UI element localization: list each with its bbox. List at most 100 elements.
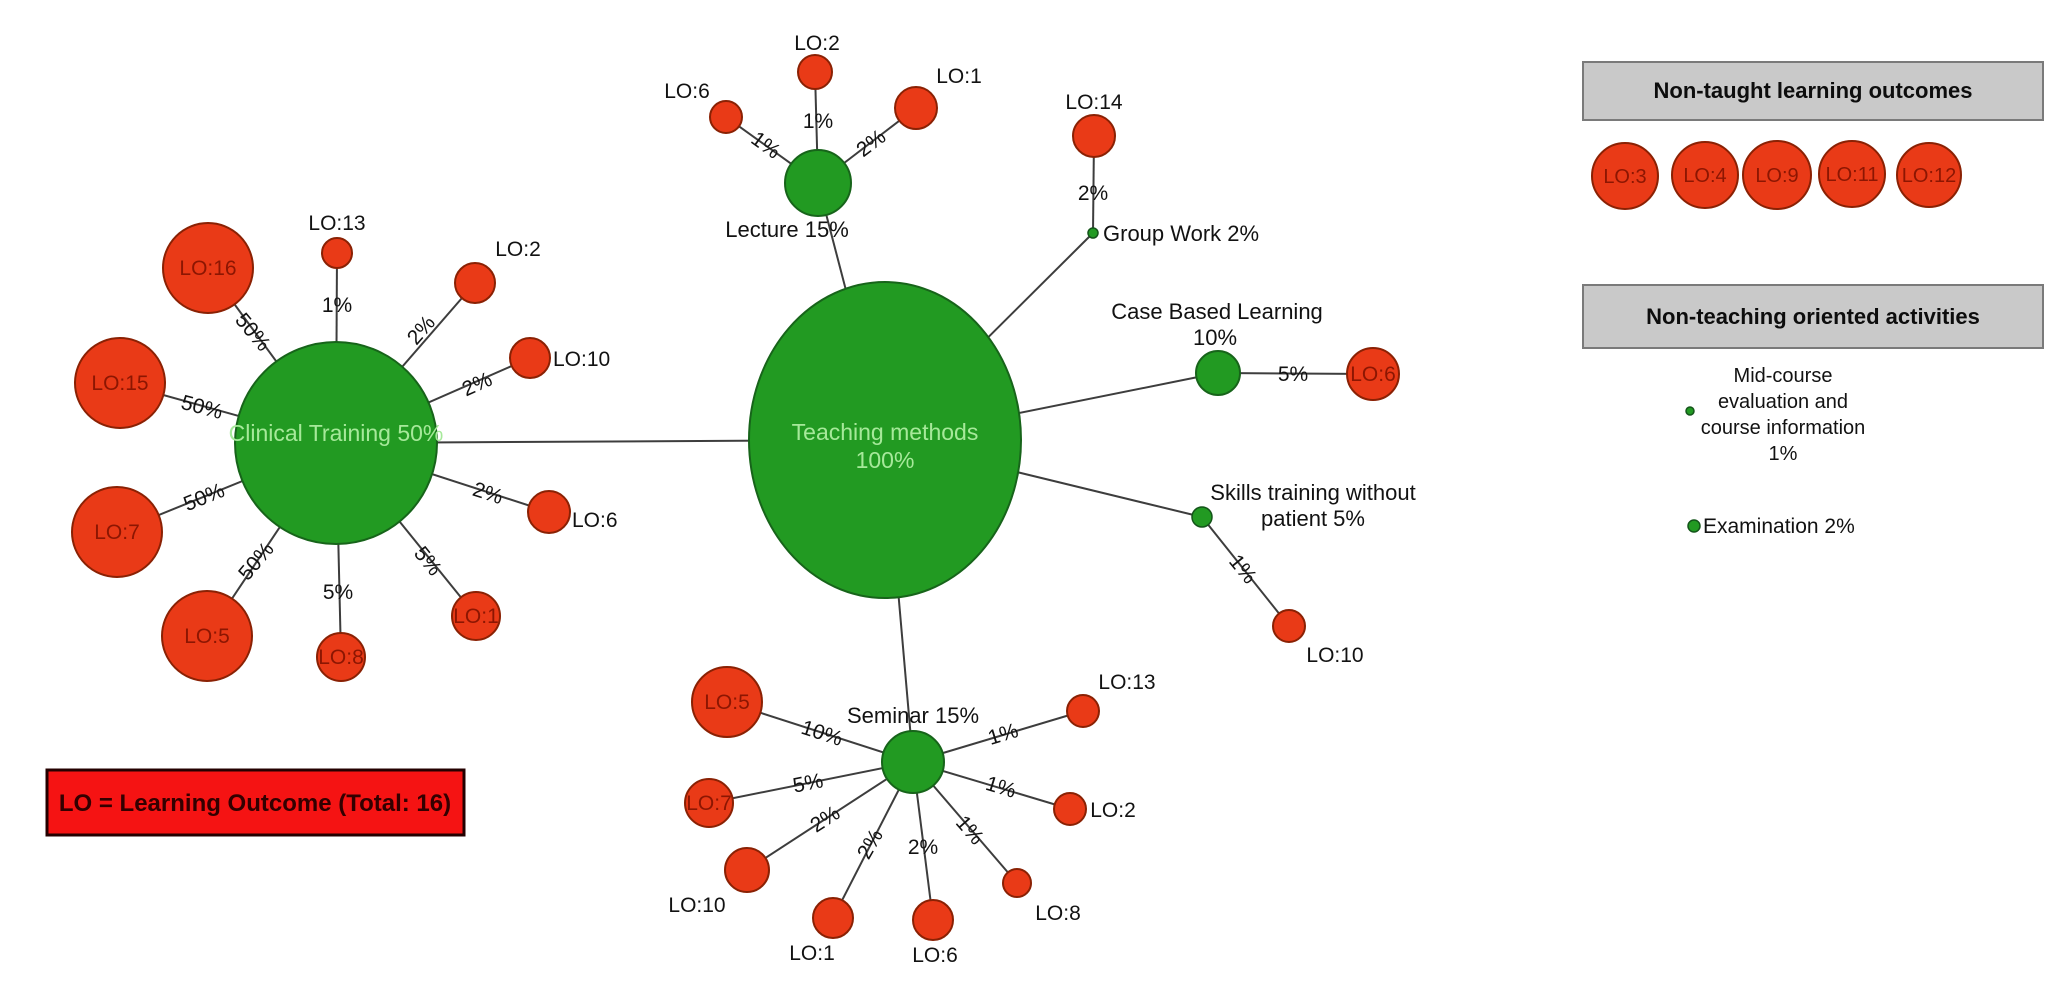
non-teaching-header-box <box>1582 284 2044 349</box>
node-examination-dot <box>1687 519 1701 533</box>
node-seminar-lo2 <box>1053 792 1087 826</box>
lo-label: LO:4 <box>1683 165 1726 187</box>
node-seminar-lo6 <box>912 899 954 941</box>
edge-pct: 2% <box>1078 182 1108 205</box>
lo-label: LO:13 <box>1098 671 1155 694</box>
lo-label: LO:2 <box>1090 799 1136 822</box>
skills-label-line1: Skills training without <box>1210 480 1415 505</box>
midcourse-label-line2: evaluation and <box>1718 391 1848 413</box>
edge-pct: 2% <box>853 825 888 863</box>
lo-label: LO:10 <box>668 894 725 917</box>
side-panel: Non-taught learning outcomes LO:3 LO:4 L… <box>1582 61 2044 538</box>
node-casebased-lo6 <box>1346 347 1400 401</box>
edge-pct: 2% <box>852 125 890 162</box>
node-lecture-lo2 <box>797 54 833 90</box>
lo-label: LO:8 <box>1035 902 1081 925</box>
legend-text: LO = Learning Outcome (Total: 16) <box>59 790 451 817</box>
node-case-based-learning <box>1195 350 1241 396</box>
lo-label: LO:6 <box>664 80 710 103</box>
node-clinical-lo10 <box>509 337 551 379</box>
lo-label: LO:2 <box>495 238 541 261</box>
outcome-nodes <box>71 54 1400 941</box>
legend-box <box>45 768 466 837</box>
edge-pct: 1% <box>322 294 352 317</box>
edge-pct: 50% <box>234 538 279 585</box>
edge-seminar-lo10 <box>746 761 914 871</box>
edge-pct: 1% <box>803 110 833 133</box>
node-skills-training <box>1191 506 1213 528</box>
non-teaching-header-title: Non-teaching oriented activities <box>1646 304 1980 329</box>
node-seminar-lo10 <box>724 847 770 893</box>
teaching-methods-label: Teaching methods <box>792 419 979 445</box>
case-based-label-line1: Case Based Learning <box>1111 299 1323 324</box>
lo-label: LO:6 <box>1350 363 1396 386</box>
node-nontaught-lo4 <box>1671 141 1739 209</box>
method-nodes <box>234 149 1241 794</box>
non-taught-header-title: Non-taught learning outcomes <box>1654 78 1973 103</box>
edge-pct: 2% <box>459 368 496 401</box>
node-titles: Teaching methods 100% Clinical Training … <box>229 217 1416 728</box>
node-group-work <box>1087 227 1099 239</box>
lo-label: LO:7 <box>94 521 140 544</box>
lo-label: LO:1 <box>936 65 982 88</box>
node-clinical-training <box>234 341 438 545</box>
lo-label: LO:13 <box>308 212 365 235</box>
node-nontaught-lo9 <box>1742 140 1812 210</box>
legend: LO = Learning Outcome (Total: 16) <box>45 768 466 837</box>
edge-pct: 2% <box>908 836 938 859</box>
clinical-training-label: Clinical Training 50% <box>229 420 444 446</box>
edge-pct: 2% <box>403 311 440 349</box>
node-clinical-lo16 <box>162 222 254 314</box>
midcourse-label-line1: Mid-course <box>1734 365 1833 387</box>
node-lecture-lo6 <box>709 100 743 134</box>
lo-label: LO:14 <box>1065 91 1123 114</box>
node-seminar-lo8 <box>1002 868 1032 898</box>
teaching-methods-pct: 100% <box>856 447 915 473</box>
lo-label: LO:5 <box>184 625 230 648</box>
node-seminar <box>881 730 945 794</box>
outcome-labels: LO:16 LO:15 LO:7 LO:5 LO:8 LO:1 LO:13 LO… <box>91 32 1395 967</box>
node-clinical-lo2 <box>454 262 496 304</box>
edge-pct: 2% <box>806 802 844 838</box>
node-seminar-lo5 <box>691 666 763 738</box>
node-nontaught-lo11 <box>1818 140 1886 208</box>
edge-pct: 1% <box>983 772 1019 803</box>
node-clinical-lo15 <box>74 337 166 429</box>
node-midcourse-dot <box>1685 406 1695 416</box>
lo-label: LO:1 <box>453 605 499 628</box>
edge-pct: 1% <box>747 127 785 163</box>
node-lecture-lo1 <box>894 86 938 130</box>
lo-label: LO:6 <box>572 509 618 532</box>
node-clinical-lo8 <box>316 632 366 682</box>
skills-label-line2: patient 5% <box>1261 506 1365 531</box>
edge-seminar-lo7 <box>708 761 914 804</box>
node-seminar-lo7 <box>684 778 734 828</box>
lo-label: LO:6 <box>912 944 958 967</box>
edge-pct: 5% <box>1278 363 1308 386</box>
midcourse-label-line3: course information <box>1701 417 1866 439</box>
node-skills-lo10 <box>1272 609 1306 643</box>
lo-label: LO:8 <box>318 646 364 669</box>
lo-label: LO:15 <box>91 372 148 395</box>
node-clinical-lo1 <box>451 591 501 641</box>
node-clinical-lo5 <box>161 590 253 682</box>
node-teaching-methods <box>748 281 1022 599</box>
midcourse-label-line4: 1% <box>1769 443 1798 465</box>
node-nontaught-lo3 <box>1591 142 1659 210</box>
edge-pct: 50% <box>179 391 226 424</box>
edge-skills-lo10 <box>1201 516 1290 627</box>
edge-pct: 50% <box>180 479 228 516</box>
case-based-label-line2: 10% <box>1193 325 1237 350</box>
lo-label: LO:10 <box>553 348 610 371</box>
node-groupwork-lo14 <box>1072 114 1116 158</box>
edge-pct: 5% <box>791 769 825 797</box>
node-seminar-lo13 <box>1066 694 1100 728</box>
node-nontaught-lo12 <box>1896 142 1962 208</box>
edge-pct: 5% <box>323 581 353 604</box>
edge-pct: 1% <box>985 719 1021 750</box>
edge-pct: 10% <box>798 716 845 751</box>
lo-label: LO:10 <box>1306 644 1363 667</box>
group-work-label: Group Work 2% <box>1103 221 1259 246</box>
